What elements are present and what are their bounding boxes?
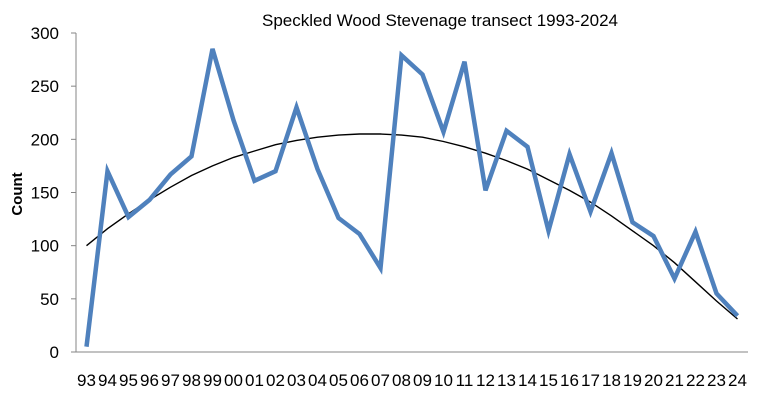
x-tick-label: 93 (77, 371, 96, 390)
x-tick-label: 15 (539, 371, 558, 390)
x-tick-label: 05 (329, 371, 348, 390)
x-tick-label: 21 (665, 371, 684, 390)
x-tick-label: 12 (476, 371, 495, 390)
x-tick-label: 97 (161, 371, 180, 390)
x-tick-label: 16 (560, 371, 579, 390)
x-tick-label: 00 (224, 371, 243, 390)
x-tick-label: 99 (203, 371, 222, 390)
chart-title: Speckled Wood Stevenage transect 1993-20… (262, 11, 618, 30)
x-tick-label: 01 (245, 371, 264, 390)
y-tick-label: 300 (31, 24, 59, 43)
y-tick-label: 250 (31, 77, 59, 96)
x-tick-label: 98 (182, 371, 201, 390)
x-tick-label: 09 (413, 371, 432, 390)
x-tick-label: 13 (497, 371, 516, 390)
x-tick-label: 17 (581, 371, 600, 390)
x-tick-label: 94 (98, 371, 117, 390)
x-tick-label: 18 (602, 371, 621, 390)
x-tick-label: 14 (518, 371, 537, 390)
y-tick-label: 100 (31, 237, 59, 256)
y-tick-label: 200 (31, 130, 59, 149)
x-tick-label: 20 (644, 371, 663, 390)
x-tick-label: 04 (308, 371, 327, 390)
y-axis-title: Count (9, 172, 26, 215)
x-axis: 93 94 95 96 97 98 99 00 01 02 03 04 05 06 07 08 09 10 11 12… (76, 351, 748, 390)
x-tick-label: 07 (371, 371, 390, 390)
x-tick-label: 02 (266, 371, 285, 390)
x-tick-label: 96 (140, 371, 159, 390)
x-tick-label: 23 (707, 371, 726, 390)
x-tick-label: 06 (350, 371, 369, 390)
x-tick-label: 24 (728, 371, 747, 390)
y-tick-label: 50 (40, 290, 59, 309)
series-line (84, 48, 740, 347)
x-tick-label: 22 (686, 371, 705, 390)
x-tick-label: 08 (392, 371, 411, 390)
y-tick-label: 0 (50, 343, 59, 362)
x-tick-label: 03 (287, 371, 306, 390)
series-layer (84, 48, 740, 347)
x-tick-label: 19 (623, 371, 642, 390)
y-tick-label: 150 (31, 184, 59, 203)
x-tick-label: 11 (456, 371, 474, 390)
trendline-layer (86, 133, 738, 320)
x-tick-label: 95 (119, 371, 138, 390)
x-tick-label: 10 (434, 371, 453, 390)
y-axis: 0 50 100 150 200 250 300 (31, 24, 77, 362)
trendline (86, 133, 738, 320)
